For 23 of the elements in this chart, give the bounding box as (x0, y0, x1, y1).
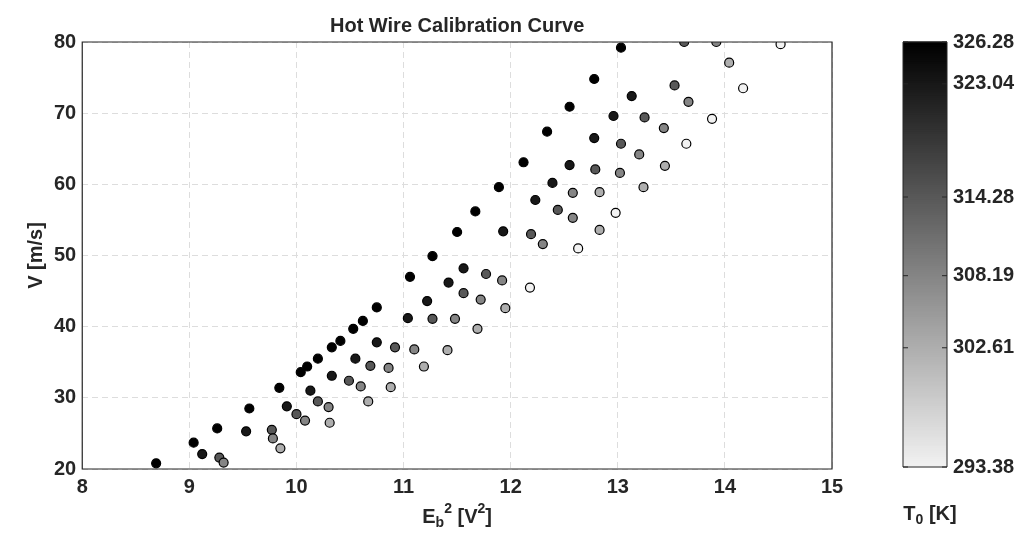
x-tick-label: 9 (183, 474, 195, 497)
x-tick-label: 14 (713, 474, 737, 497)
y-tick-label: 80 (54, 29, 77, 52)
color-bar-label: 302.61 (953, 335, 1015, 358)
y-tick-label: 20 (54, 456, 77, 479)
color-bar-label: 308.19 (953, 263, 1015, 286)
y-tick-label: 40 (54, 314, 77, 337)
y-tick-label: 60 (54, 171, 77, 194)
chart-title: Hot Wire Calibration Curve (329, 13, 585, 36)
y-tick-label: 30 (54, 385, 77, 408)
x-tick-label: 11 (392, 474, 415, 497)
color-bar-label: 323.04 (953, 71, 1016, 94)
x-tick-label: 8 (76, 474, 88, 497)
y-tick-label: 70 (54, 100, 77, 123)
x-tick-label: 10 (285, 474, 308, 497)
y-axis-title: V [m/s] (23, 222, 46, 289)
x-tick-label: 12 (499, 474, 522, 497)
x-tick-label: 15 (820, 474, 844, 497)
color-bar-label: 314.28 (953, 184, 1015, 207)
color-bar-label: 326.28 (953, 29, 1015, 52)
x-tick-label: 13 (606, 474, 629, 497)
y-tick-label: 50 (54, 243, 77, 266)
color-bar-label: 293.38 (953, 454, 1015, 477)
